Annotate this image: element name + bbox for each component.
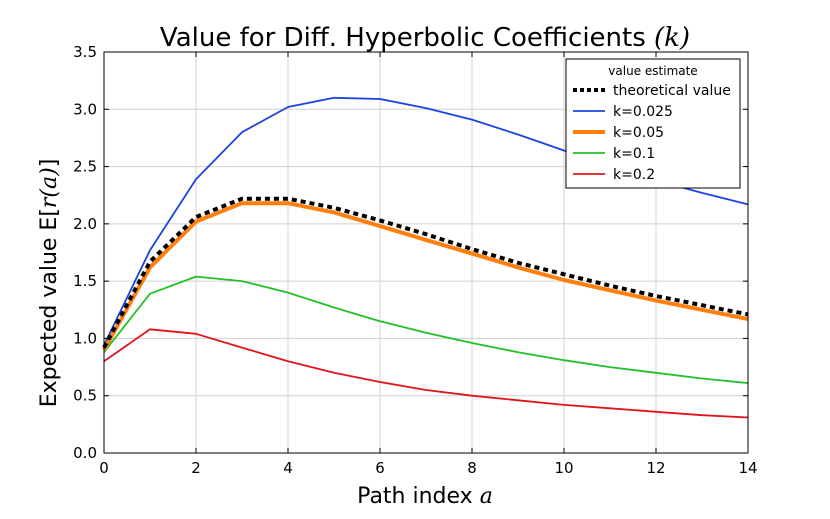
x-tick-label: 2 — [191, 459, 201, 477]
series-line-theoretical-value — [102, 196, 749, 349]
y-tick-label: 2.5 — [73, 158, 97, 176]
y-axis-label: Expected value E[r(a)] — [37, 159, 62, 408]
legend-label: k=0.05 — [613, 125, 664, 141]
y-tick-label: 1.0 — [73, 329, 97, 347]
y-axis-label-var: r(a) — [37, 167, 62, 208]
x-tick-label: 6 — [375, 459, 385, 477]
legend-box — [565, 58, 741, 189]
series-line-k-0-2 — [103, 328, 749, 419]
y-axis-ticks: 0.0 0.5 1.0 1.5 2.0 2.5 3.0 3.5 — [73, 43, 748, 462]
series-line-k-0-05 — [102, 201, 749, 351]
x-axis-ticks: 0 2 4 6 8 10 12 14 — [99, 52, 758, 477]
legend: value estimate theoretical value k=0.025 k… — [565, 58, 741, 189]
y-tick-label: 1.5 — [73, 272, 97, 290]
legend-label: theoretical value — [613, 83, 731, 99]
legend-label: k=0.2 — [613, 167, 655, 183]
y-tick-label: 3.5 — [73, 43, 97, 61]
legend-label: k=0.1 — [613, 146, 655, 162]
x-axis-label: Path index a — [357, 484, 493, 509]
y-tick-label: 3.0 — [73, 100, 97, 118]
chart-title: Value for Diff. Hyperbolic Coefficients … — [160, 23, 690, 53]
x-axis-label-var: a — [480, 484, 493, 509]
y-tick-label: 0.0 — [73, 444, 97, 462]
x-tick-label: 10 — [554, 459, 573, 477]
series-line-k-0-1 — [103, 275, 749, 384]
x-tick-label: 8 — [467, 459, 477, 477]
plot-frame — [103, 51, 749, 454]
legend-label: k=0.025 — [613, 104, 673, 120]
x-tick-label: 14 — [738, 459, 757, 477]
y-tick-label: 0.5 — [73, 387, 97, 405]
x-tick-label: 4 — [283, 459, 293, 477]
chart-title-var: (k) — [654, 23, 690, 53]
y-tick-label: 2.0 — [73, 215, 97, 233]
legend-title: value estimate — [608, 64, 697, 78]
legend-items: theoretical value k=0.025 k=0.05 k=0.1 k=0.2 — [573, 83, 731, 183]
x-tick-label: 12 — [646, 459, 665, 477]
x-tick-label: 0 — [99, 459, 109, 477]
